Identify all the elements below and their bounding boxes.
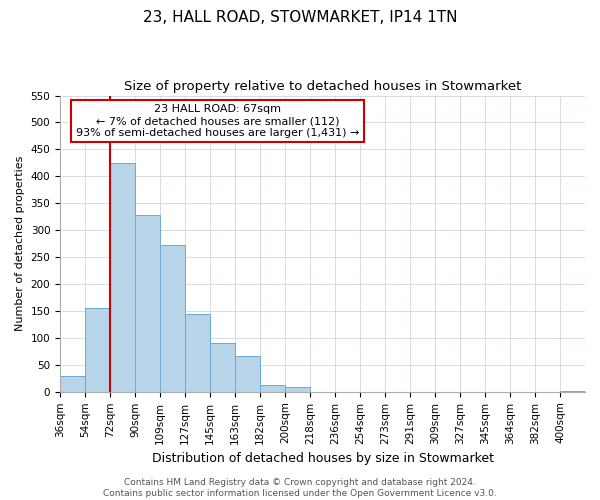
- Y-axis label: Number of detached properties: Number of detached properties: [15, 156, 25, 332]
- Bar: [110, 163, 135, 392]
- Bar: [285, 387, 310, 392]
- Bar: [160, 245, 185, 392]
- X-axis label: Distribution of detached houses by size in Stowmarket: Distribution of detached houses by size …: [152, 452, 494, 465]
- Bar: [210, 344, 235, 392]
- Bar: [135, 215, 160, 392]
- Bar: [260, 386, 285, 392]
- Bar: [560, 390, 585, 392]
- Text: 23, HALL ROAD, STOWMARKET, IP14 1TN: 23, HALL ROAD, STOWMARKET, IP14 1TN: [143, 10, 457, 25]
- Bar: [60, 376, 85, 392]
- Bar: [185, 314, 210, 392]
- Text: 23 HALL ROAD: 67sqm
← 7% of detached houses are smaller (112)
93% of semi-detach: 23 HALL ROAD: 67sqm ← 7% of detached hou…: [76, 104, 359, 138]
- Bar: [85, 308, 110, 392]
- Title: Size of property relative to detached houses in Stowmarket: Size of property relative to detached ho…: [124, 80, 521, 93]
- Bar: [235, 356, 260, 392]
- Text: Contains HM Land Registry data © Crown copyright and database right 2024.
Contai: Contains HM Land Registry data © Crown c…: [103, 478, 497, 498]
